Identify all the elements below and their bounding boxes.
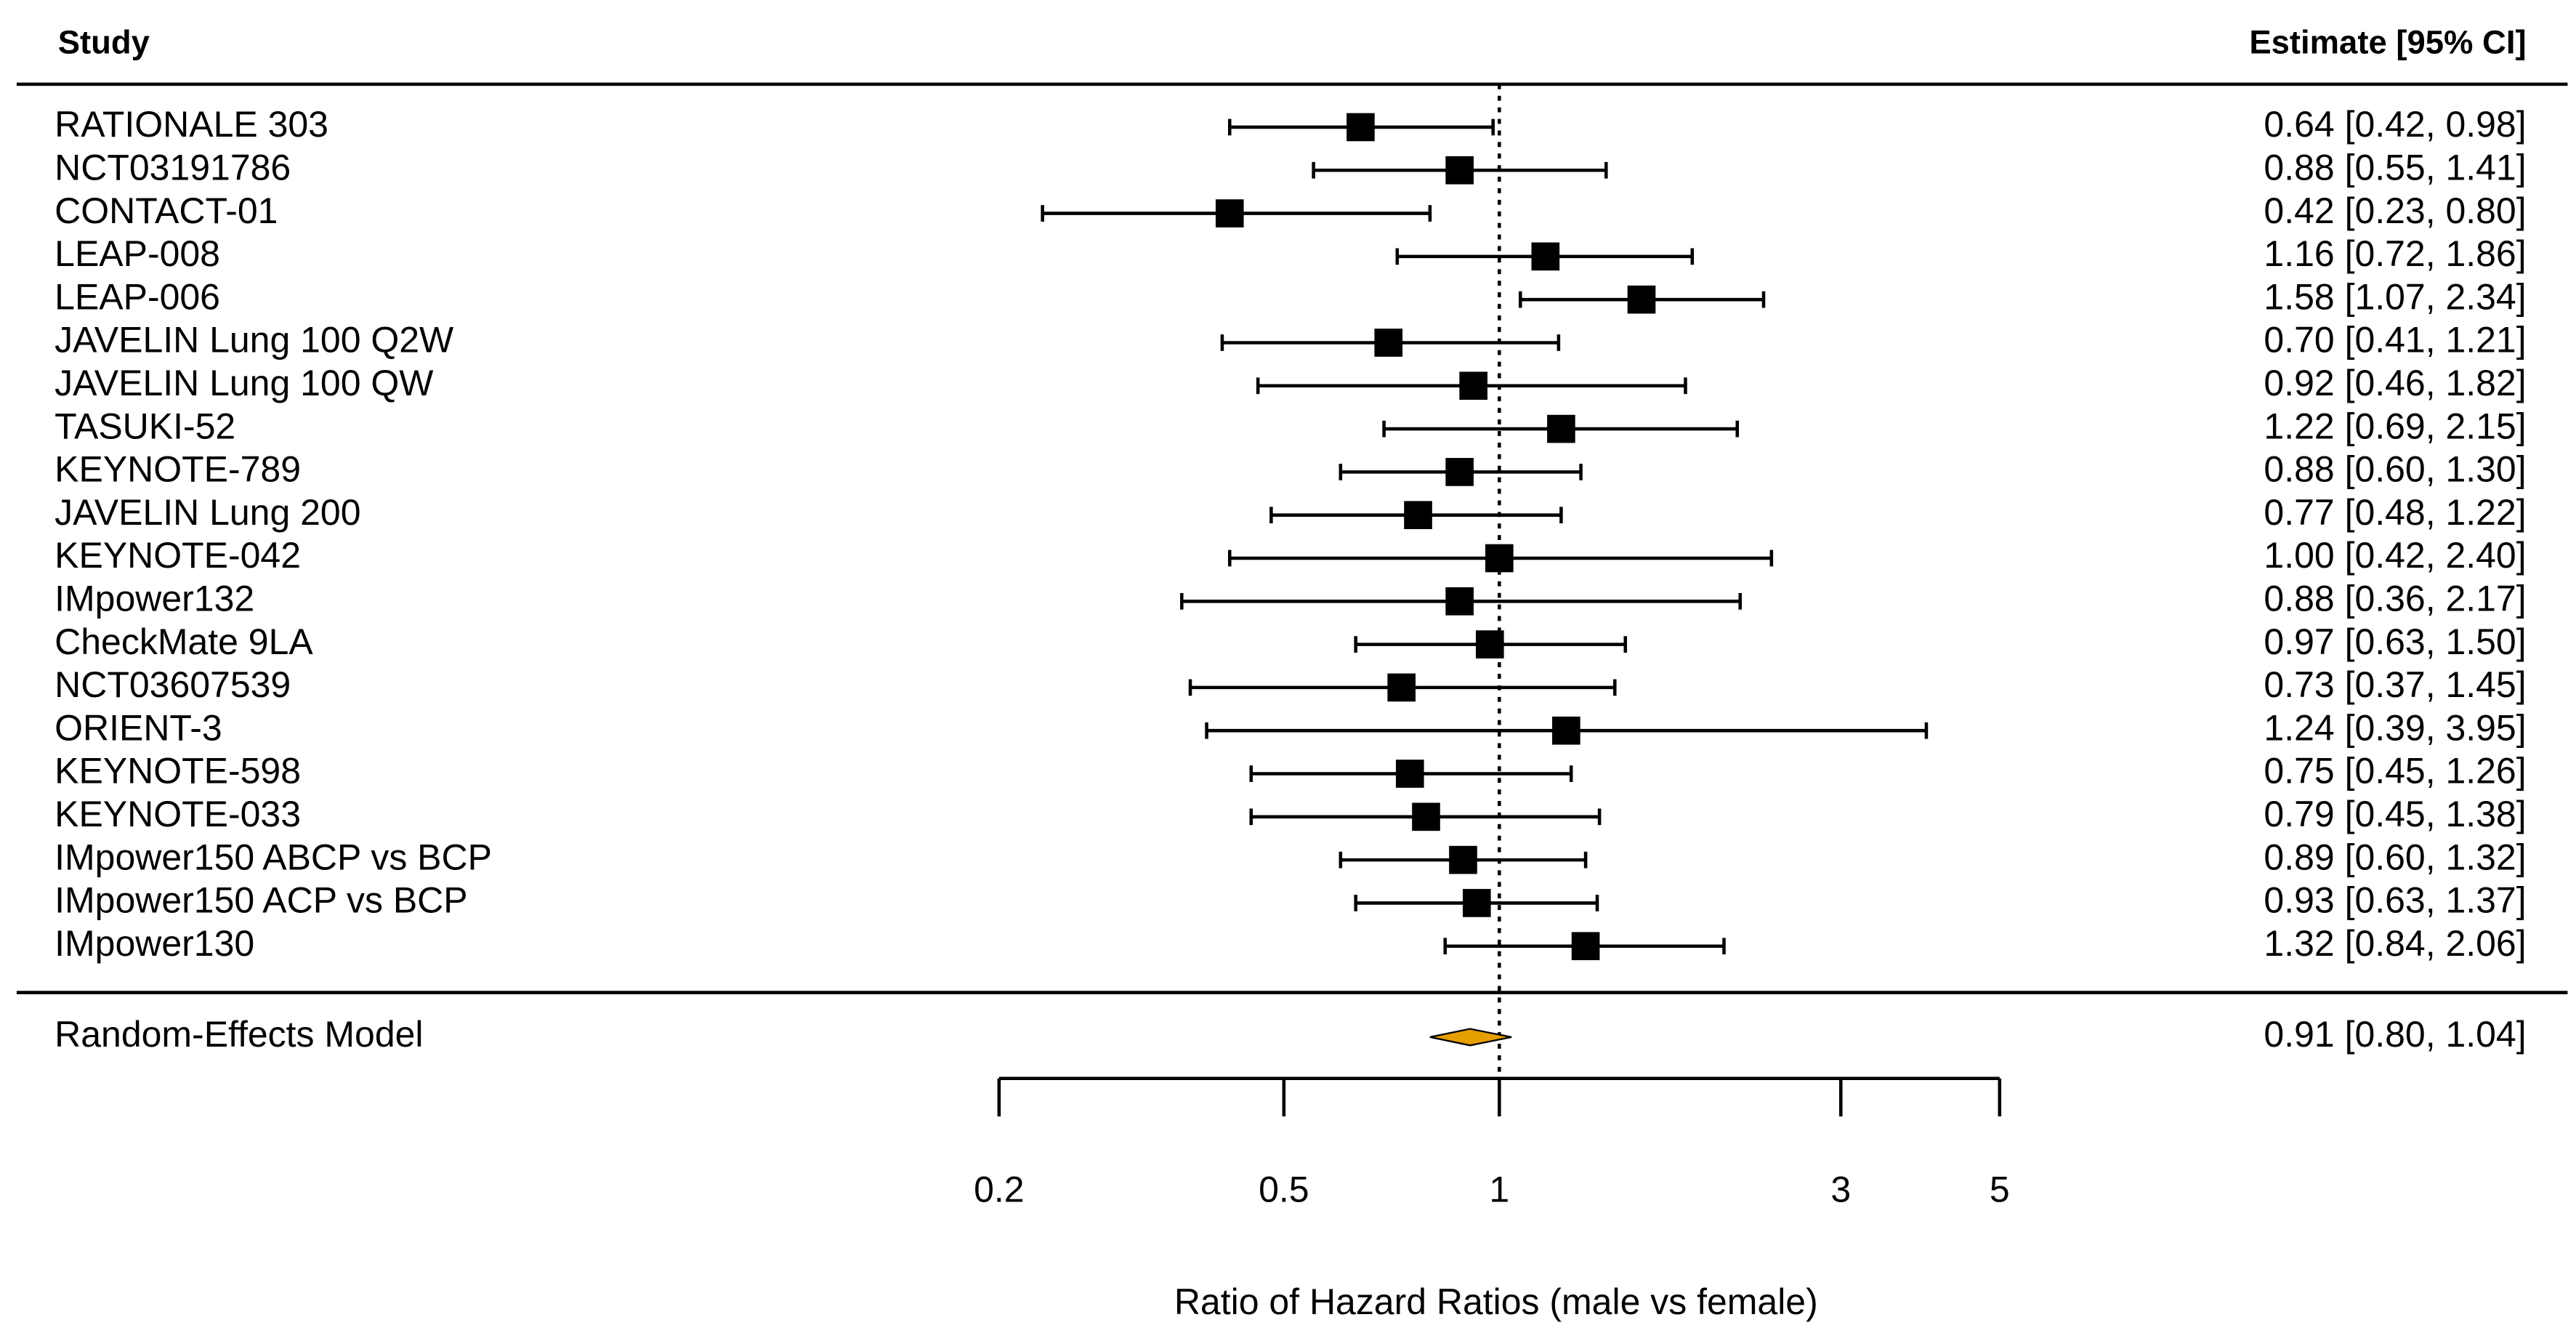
study-label: JAVELIN Lung 200 (54, 492, 360, 533)
estimate-marker (1346, 113, 1375, 142)
estimate-label: 1.24 [0.39, 3.95] (2264, 707, 2526, 748)
estimate-marker (1627, 285, 1656, 314)
x-tick-label: 0.2 (974, 1169, 1024, 1210)
study-label: RATIONALE 303 (54, 104, 328, 145)
estimate-label: 0.64 [0.42, 0.98] (2264, 104, 2526, 145)
estimate-label: 0.88 [0.60, 1.30] (2264, 449, 2526, 490)
estimate-label: 1.32 [0.84, 2.06] (2264, 923, 2526, 964)
x-tick-label: 1 (1489, 1169, 1509, 1210)
study-label: IMpower130 (54, 923, 254, 964)
estimate-marker (1404, 501, 1432, 530)
study-label: NCT03607539 (54, 664, 291, 705)
estimate-label: 0.88 [0.36, 2.17] (2264, 578, 2526, 619)
x-axis-label: Ratio of Hazard Ratios (male vs female) (1174, 1281, 1818, 1322)
study-label: KEYNOTE-033 (54, 794, 301, 834)
estimate-label: 1.22 [0.69, 2.15] (2264, 406, 2526, 446)
study-label: CheckMate 9LA (54, 621, 313, 662)
estimate-label: 0.70 [0.41, 1.21] (2264, 320, 2526, 361)
summary-estimate-label: 0.91 [0.80, 1.04] (2264, 1014, 2526, 1055)
estimate-marker (1552, 716, 1580, 745)
estimate-label: 1.00 [0.42, 2.40] (2264, 535, 2526, 576)
study-label: ORIENT-3 (54, 707, 222, 748)
study-label: KEYNOTE-598 (54, 751, 301, 792)
estimate-label: 0.88 [0.55, 1.41] (2264, 147, 2526, 188)
study-label: JAVELIN Lung 100 QW (54, 363, 433, 403)
x-tick-label: 0.5 (1259, 1169, 1309, 1210)
estimate-marker (1387, 673, 1416, 702)
estimate-marker (1459, 371, 1487, 400)
estimate-marker (1571, 932, 1600, 961)
study-label: JAVELIN Lung 100 Q2W (54, 320, 453, 361)
estimate-label: 0.93 [0.63, 1.37] (2264, 880, 2526, 921)
x-tick-label: 3 (1830, 1169, 1851, 1210)
estimate-marker (1531, 242, 1560, 271)
study-header: Study (58, 23, 150, 60)
estimate-label: 0.79 [0.45, 1.38] (2264, 794, 2526, 834)
estimate-marker (1475, 630, 1504, 659)
study-label: CONTACT-01 (54, 190, 278, 231)
study-label: NCT03191786 (54, 147, 291, 188)
study-label: KEYNOTE-789 (54, 449, 301, 490)
study-label: KEYNOTE-042 (54, 535, 301, 576)
estimate-header: Estimate [95% CI] (2249, 23, 2526, 60)
estimate-label: 0.92 [0.46, 1.82] (2264, 363, 2526, 403)
study-label: LEAP-006 (54, 276, 220, 317)
estimate-marker (1215, 199, 1244, 227)
estimate-marker (1445, 458, 1474, 486)
estimate-marker (1412, 802, 1440, 831)
estimate-label: 0.77 [0.48, 1.22] (2264, 492, 2526, 533)
estimate-label: 0.75 [0.45, 1.26] (2264, 751, 2526, 792)
estimate-marker (1374, 329, 1403, 357)
estimate-marker (1547, 414, 1575, 443)
estimate-marker (1449, 845, 1477, 874)
estimate-label: 0.73 [0.37, 1.45] (2264, 664, 2526, 705)
study-label: TASUKI-52 (54, 406, 235, 446)
estimate-label: 1.58 [1.07, 2.34] (2264, 276, 2526, 317)
estimate-marker (1395, 760, 1424, 788)
estimate-label: 1.16 [0.72, 1.86] (2264, 233, 2526, 274)
estimate-marker (1462, 889, 1491, 917)
estimate-label: 0.89 [0.60, 1.32] (2264, 837, 2526, 877)
estimate-marker (1445, 587, 1474, 616)
summary-label: Random-Effects Model (54, 1014, 423, 1055)
estimate-marker (1485, 544, 1514, 573)
estimate-label: 0.42 [0.23, 0.80] (2264, 190, 2526, 231)
study-label: IMpower150 ABCP vs BCP (54, 837, 492, 877)
estimate-marker (1445, 156, 1474, 185)
summary-diamond (1429, 1028, 1512, 1047)
study-label: IMpower132 (54, 578, 254, 619)
study-label: LEAP-008 (54, 233, 220, 274)
study-label: IMpower150 ACP vs BCP (54, 880, 467, 921)
x-tick-label: 5 (1990, 1169, 2010, 1210)
estimate-label: 0.97 [0.63, 1.50] (2264, 621, 2526, 662)
